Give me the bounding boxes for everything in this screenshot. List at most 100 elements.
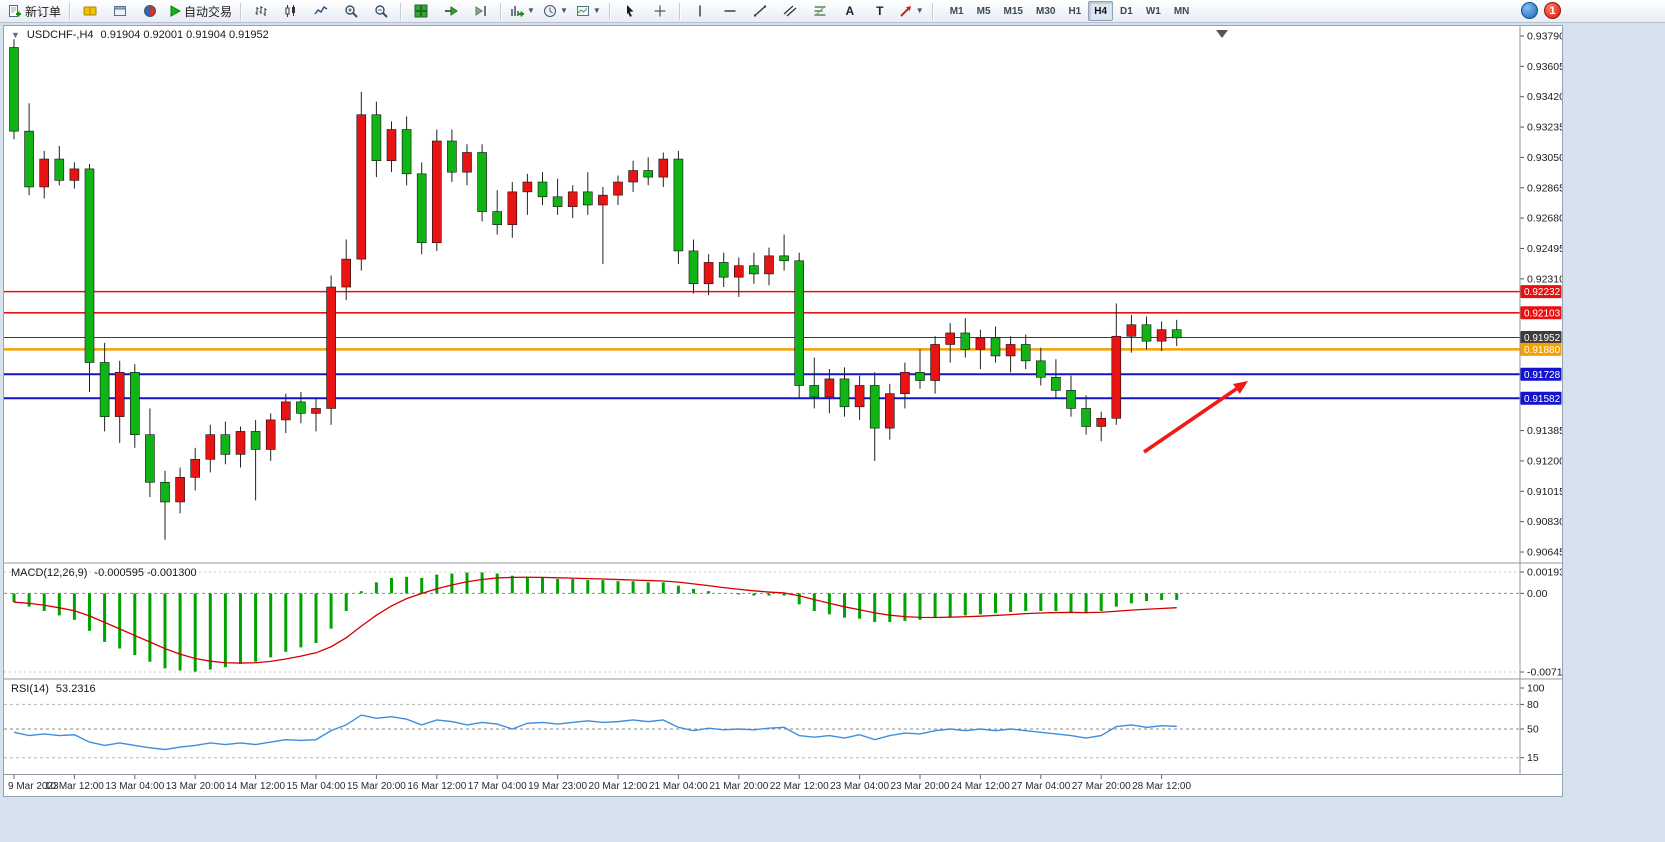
zoom-out-button[interactable] [366, 0, 396, 22]
timeframe-button-m30[interactable]: M30 [1035, 5, 1056, 17]
svg-text:0.91728: 0.91728 [1524, 370, 1561, 381]
chevron-down-icon: ▼ [527, 6, 535, 15]
svg-text:50: 50 [1527, 724, 1539, 736]
trendline-button[interactable] [745, 0, 775, 22]
zoom-in-button[interactable] [336, 0, 366, 22]
auto-scroll-icon [445, 6, 458, 16]
community-icon[interactable] [1521, 2, 1538, 19]
svg-text:0.91015: 0.91015 [1527, 486, 1562, 498]
timeframe-button-d1[interactable]: D1 [1120, 5, 1133, 17]
arrow-object-icon [900, 6, 911, 17]
chevron-down-icon: ▼ [915, 6, 924, 15]
crosshair-button[interactable] [645, 0, 675, 22]
svg-text:28 Mar 12:00: 28 Mar 12:00 [1132, 781, 1191, 792]
timeframe-group: M1 M5 M15 M30 H1 H4 D1 W1 MN [944, 1, 1196, 21]
svg-text:9 Mar 2023: 9 Mar 2023 [8, 781, 59, 792]
new-order-icon [9, 5, 21, 17]
svg-text:0.90645: 0.90645 [1527, 547, 1562, 559]
text-tool-button[interactable]: A [835, 0, 865, 22]
channel-icon [783, 5, 797, 17]
timeframe-button-mn[interactable]: MN [1173, 5, 1190, 17]
arrows-dropdown[interactable]: ▼ [895, 0, 928, 22]
svg-text:0.001938: 0.001938 [1527, 567, 1562, 579]
oneclick-trading-arrow-icon[interactable]: ▼ [11, 30, 20, 40]
svg-text:0.92103: 0.92103 [1524, 308, 1561, 319]
trendline-icon [753, 5, 766, 17]
timeframe-button-m15[interactable]: M15 [1003, 5, 1023, 17]
toolbar-separator [69, 2, 72, 20]
fibonacci-button[interactable] [805, 0, 835, 22]
chart-window: 0.93790 0.93605 0.93420 0.93235 0.93050 0.928… [3, 25, 1563, 797]
channel-button[interactable] [775, 0, 805, 22]
candlestick-chart-icon [285, 5, 296, 17]
svg-text:21 Mar 20:00: 21 Mar 20:00 [709, 781, 768, 792]
chart-shift-icon [475, 6, 487, 16]
svg-text:-0.007132: -0.007132 [1527, 667, 1562, 679]
svg-text:20 Mar 12:00: 20 Mar 12:00 [589, 781, 648, 792]
timeframe-button-m1[interactable]: M1 [949, 5, 964, 17]
notification-badge[interactable]: 1 [1544, 2, 1561, 19]
cursor-button[interactable] [615, 0, 645, 22]
svg-text:80: 80 [1527, 699, 1539, 711]
templates-icon [576, 6, 589, 16]
tile-windows-button[interactable] [406, 0, 436, 22]
line-chart-icon [314, 6, 328, 15]
timeframe-button-w1[interactable]: W1 [1145, 5, 1161, 17]
new-order-button[interactable]: 新订单 [4, 0, 65, 22]
toolbar-separator [240, 2, 243, 20]
toolbar-separator [500, 2, 503, 20]
svg-text:16 Mar 12:00: 16 Mar 12:00 [407, 781, 466, 792]
bars-chart-button[interactable] [246, 0, 276, 22]
timeframe-button-h1[interactable]: H1 [1068, 5, 1082, 17]
navigator-button[interactable] [135, 0, 165, 22]
cursor-icon [626, 5, 634, 17]
svg-text:0.93420: 0.93420 [1527, 91, 1562, 103]
profiles-dropdown[interactable]: ▼ [539, 0, 572, 22]
new-order-label: 新订单 [25, 4, 62, 19]
auto-scroll-button[interactable] [436, 0, 466, 22]
svg-text:24 Mar 12:00: 24 Mar 12:00 [951, 781, 1010, 792]
timeframe-button-m5[interactable]: M5 [976, 5, 991, 17]
charts-window-button[interactable] [105, 0, 135, 22]
svg-text:0.92865: 0.92865 [1527, 182, 1562, 194]
autotrade-label: 自动交易 [184, 4, 233, 19]
svg-text:0.91952: 0.91952 [1524, 333, 1561, 344]
svg-text:27 Mar 04:00: 27 Mar 04:00 [1011, 781, 1070, 792]
chevron-down-icon: ▼ [559, 6, 568, 15]
svg-text:100: 100 [1527, 683, 1545, 695]
chart-shift-button[interactable] [466, 0, 496, 22]
templates-dropdown[interactable]: ▼ [572, 0, 605, 22]
svg-text:0.92310: 0.92310 [1527, 273, 1562, 285]
line-chart-button[interactable] [306, 0, 336, 22]
svg-text:15 Mar 20:00: 15 Mar 20:00 [347, 781, 406, 792]
svg-text:13 Mar 20:00: 13 Mar 20:00 [166, 781, 225, 792]
label-tool-button[interactable]: T [865, 0, 895, 22]
autotrade-play-icon [170, 5, 182, 17]
zoom-in-icon [345, 5, 358, 18]
svg-text:23 Mar 20:00: 23 Mar 20:00 [891, 781, 950, 792]
toolbar-separator [608, 2, 611, 20]
vertical-line-icon [699, 5, 701, 17]
horizontal-line-icon [724, 10, 736, 12]
toolbar: 新订单 自动交易 [0, 0, 1665, 23]
charts-window-icon [114, 6, 127, 16]
svg-text:0.00: 0.00 [1527, 588, 1548, 600]
toolbar-separator [931, 2, 934, 20]
crosshair-icon [654, 5, 666, 17]
vertical-line-button[interactable] [685, 0, 715, 22]
svg-text:0.92680: 0.92680 [1527, 213, 1562, 225]
zoom-out-icon [375, 5, 388, 18]
horizontal-line-button[interactable] [715, 0, 745, 22]
autotrade-button[interactable]: 自动交易 [165, 0, 236, 22]
bars-chart-icon [255, 6, 267, 16]
chart-canvas[interactable]: 0.93790 0.93605 0.93420 0.93235 0.93050 0.928… [4, 26, 1562, 796]
candlestick-chart-button[interactable] [276, 0, 306, 22]
svg-text:15: 15 [1527, 752, 1539, 764]
new-chart-icon [511, 6, 525, 17]
new-chart-dropdown[interactable]: ▼ [506, 0, 539, 22]
svg-text:21 Mar 04:00: 21 Mar 04:00 [649, 781, 708, 792]
navigator-icon [144, 5, 157, 17]
mql-editor-button[interactable] [75, 0, 105, 22]
timeframe-button-h4[interactable]: H4 [1088, 1, 1114, 21]
notification-count: 1 [1549, 4, 1556, 17]
